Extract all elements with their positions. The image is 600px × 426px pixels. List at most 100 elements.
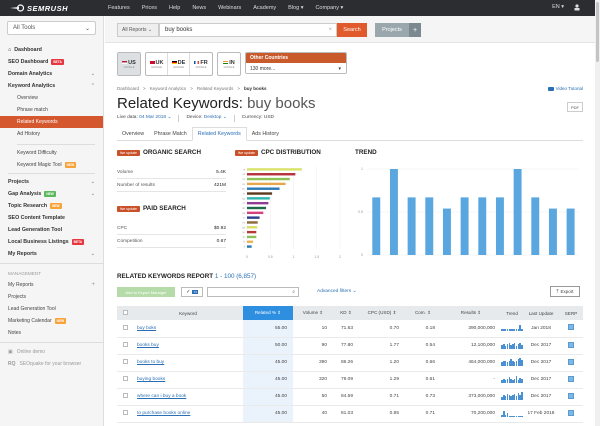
nav-help[interactable]: Help bbox=[169, 5, 181, 11]
language-selector[interactable]: EN ▾ bbox=[552, 4, 564, 10]
management-item-notes[interactable]: Notes bbox=[8, 330, 22, 336]
sidebar-item-seo-dashboard[interactable]: SEO Dashboard BETA bbox=[0, 56, 103, 68]
management-item-marketing-calendar[interactable]: Marketing Calendar NEW bbox=[0, 315, 103, 327]
keyword-link[interactable]: to purchase books online bbox=[137, 411, 191, 416]
serp-icon[interactable] bbox=[568, 409, 574, 416]
db-de[interactable]: DE GOOGLE bbox=[168, 53, 190, 75]
add-project-button[interactable]: + bbox=[409, 23, 421, 37]
keyword-link[interactable]: buy boks bbox=[137, 325, 157, 331]
row-checkbox[interactable] bbox=[117, 354, 133, 372]
management-item-lead-generation-tool[interactable]: Lead Generation Tool bbox=[8, 306, 56, 312]
db-fr[interactable]: FR GOOGLE bbox=[190, 53, 212, 75]
advanced-filters-link[interactable]: Advanced filters ⌄ bbox=[317, 289, 357, 294]
sidebar-item-ad-history[interactable]: Ad History bbox=[17, 131, 41, 137]
projects-button[interactable]: Projects bbox=[375, 23, 409, 37]
nav-academy[interactable]: Academy bbox=[253, 5, 277, 11]
db-uk[interactable]: UK GOOGLE bbox=[146, 53, 168, 75]
date-selector[interactable]: 04 Mar 2018 ⌄ bbox=[139, 115, 172, 120]
nav-webinars[interactable]: Webinars bbox=[218, 5, 242, 11]
keyword-link[interactable]: buying books bbox=[137, 377, 166, 382]
row-checkbox[interactable] bbox=[117, 337, 133, 355]
search-button[interactable]: Search bbox=[337, 23, 367, 37]
svg-text:0: 0 bbox=[246, 255, 248, 259]
sidebar-item-local-business-listings[interactable]: Local Business Listings BETA bbox=[0, 236, 103, 248]
report-scope-dropdown[interactable]: All Reports ⌄ bbox=[117, 23, 159, 37]
video-tutorial-link[interactable]: Video Tutorial bbox=[547, 86, 583, 91]
sidebar-item-keyword-difficulty[interactable]: Keyword Difficulty bbox=[17, 150, 57, 156]
select-all-checkbox[interactable] bbox=[117, 306, 133, 320]
keyword-link[interactable]: where can i buy a book bbox=[137, 394, 187, 399]
semrush-logo[interactable]: SEMRUSH bbox=[0, 4, 100, 13]
row-checkbox[interactable] bbox=[117, 405, 133, 423]
sidebar-item-keyword-magic-tool[interactable]: Keyword Magic Tool NEW bbox=[0, 159, 103, 171]
paid-search-title: PAID SEARCH bbox=[142, 205, 186, 212]
sidebar-item-domain-analytics[interactable]: Domain Analytics ⌄ bbox=[0, 68, 103, 80]
column-volume[interactable]: Volume ⇕ bbox=[293, 306, 333, 320]
column-kd[interactable]: KD ⇕ bbox=[333, 306, 359, 320]
filter-input[interactable]: ⌕ bbox=[207, 287, 299, 297]
pdf-button[interactable]: PDF bbox=[567, 102, 583, 112]
sidebar-item-related-keywords[interactable]: Related Keywords bbox=[0, 116, 103, 128]
keyword-link[interactable]: books buy bbox=[137, 343, 159, 348]
column-com[interactable]: Com. ⇕ bbox=[405, 306, 441, 320]
column-results[interactable]: Results ⇕ bbox=[441, 306, 501, 320]
sidebar-item-dashboard[interactable]: ⌂ Dashboard bbox=[0, 44, 103, 56]
device-selector[interactable]: Desktop ⌄ bbox=[203, 115, 227, 120]
nav-company[interactable]: Company ▾ bbox=[315, 5, 344, 11]
row-checkbox[interactable] bbox=[117, 388, 133, 406]
sidebar-item-overview[interactable]: Overview bbox=[17, 95, 38, 101]
nav-news[interactable]: News bbox=[192, 5, 207, 11]
serp-icon[interactable] bbox=[568, 358, 574, 365]
last-update-cell: Jan 2018 bbox=[523, 320, 559, 338]
sidebar-item-my-reports[interactable]: My Reports ⌄ bbox=[0, 248, 103, 260]
sidebar-item-keyword-analytics[interactable]: Keyword Analytics ⌃ bbox=[0, 80, 103, 92]
search-icon[interactable]: ⌕ bbox=[292, 289, 295, 295]
breadcrumb-related-keywords[interactable]: Related Keywords bbox=[196, 86, 234, 91]
column-cpc[interactable]: CPC (USD) ⇕ bbox=[359, 306, 405, 320]
row-checkbox[interactable] bbox=[117, 371, 133, 389]
serp-icon[interactable] bbox=[568, 392, 574, 399]
select-toggle[interactable]: ✓ 74 bbox=[181, 287, 203, 297]
db-in[interactable]: IN GOOGLE bbox=[218, 53, 240, 75]
sidebar-item-lead-generation-tool[interactable]: Lead Generation Tool bbox=[8, 227, 63, 233]
sidebar-item-gap-analysis[interactable]: Gap Analysis NEW ⌄ bbox=[0, 188, 103, 200]
column-keyword[interactable]: Keyword bbox=[133, 306, 243, 320]
trend-heading: TREND bbox=[355, 149, 377, 156]
row-checkbox[interactable] bbox=[117, 320, 133, 338]
serp-icon[interactable] bbox=[568, 341, 574, 348]
nav-prices[interactable]: Prices bbox=[141, 5, 157, 11]
all-tools-dropdown[interactable]: All Tools ⌄ bbox=[7, 21, 96, 35]
db-us[interactable]: US GOOGLE bbox=[118, 53, 140, 75]
plus-icon[interactable]: + bbox=[91, 282, 95, 288]
column-related[interactable]: Related % ⇕ bbox=[243, 306, 293, 320]
sidebar-item-label: Local Business Listings bbox=[8, 239, 69, 245]
tab-ads-history[interactable]: Ads History bbox=[251, 131, 279, 137]
chevron-down-icon: ⌄ bbox=[90, 179, 95, 185]
page-scrollbar[interactable] bbox=[595, 0, 600, 426]
serp-icon[interactable] bbox=[568, 375, 574, 382]
sidebar-item-topic-research[interactable]: Topic Research NEW bbox=[0, 200, 103, 212]
serp-icon[interactable] bbox=[568, 324, 574, 331]
nav-features[interactable]: Features bbox=[108, 5, 130, 11]
sidebar-item-projects[interactable]: Projects ⌄ bbox=[0, 176, 103, 188]
tab-overview[interactable]: Overview bbox=[122, 131, 145, 137]
other-countries-dropdown[interactable]: Other Countries 130 more... ▾ bbox=[245, 52, 347, 74]
seoquake-link[interactable]: RQ SEOquake for your browser bbox=[0, 358, 103, 370]
sidebar-item-seo-content-template[interactable]: SEO Content Template bbox=[8, 215, 65, 221]
add-to-export-manager-button[interactable]: Add to Export Manager bbox=[117, 287, 175, 297]
breadcrumb-dashboard[interactable]: Dashboard bbox=[117, 86, 140, 91]
user-icon[interactable] bbox=[574, 4, 580, 11]
tab-phrase-match[interactable]: Phrase Match bbox=[154, 131, 187, 137]
clear-icon[interactable]: × bbox=[328, 27, 332, 33]
search-input[interactable]: buy books × bbox=[159, 23, 337, 37]
nav-blog[interactable]: Blog ▾ bbox=[288, 5, 304, 11]
online-demo-link[interactable]: ▣ Online demo bbox=[0, 346, 103, 358]
sidebar-item-phrase-match[interactable]: Phrase match bbox=[17, 107, 48, 113]
management-item-projects[interactable]: Projects bbox=[8, 294, 27, 300]
breadcrumb-keyword-analytics[interactable]: Keyword Analytics bbox=[149, 86, 187, 91]
export-button[interactable]: ⤒ Export bbox=[550, 286, 580, 297]
management-item-my-reports[interactable]: My Reports + bbox=[0, 279, 103, 291]
tab-related-keywords[interactable]: Related Keywords bbox=[191, 127, 247, 141]
chevron-up-icon: ⌃ bbox=[90, 83, 95, 89]
keyword-link[interactable]: books to buy bbox=[137, 360, 165, 365]
